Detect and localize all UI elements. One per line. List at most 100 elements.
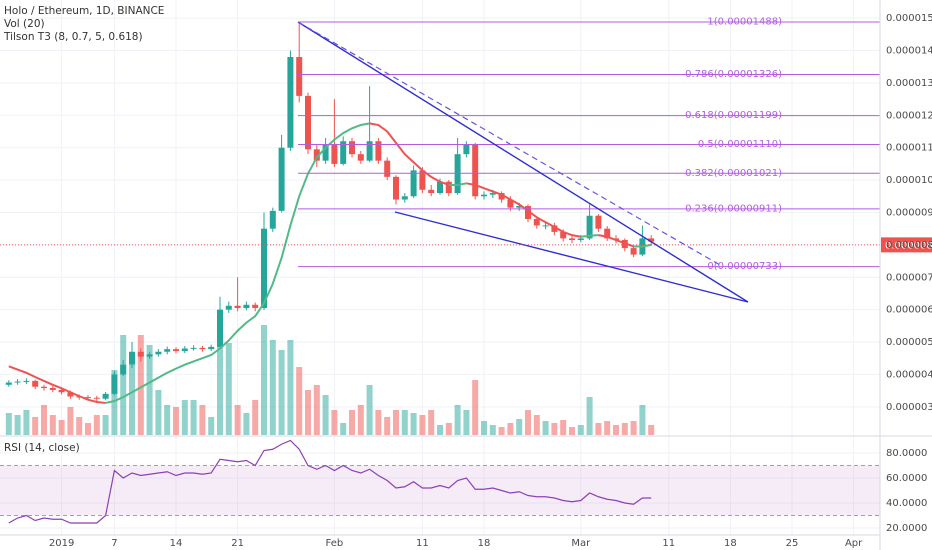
y-tick-label: 0.00000400	[886, 369, 932, 380]
volume-bar	[181, 400, 188, 435]
volume-bar	[551, 423, 558, 435]
candle-body	[366, 141, 373, 161]
x-tick-label: 14	[170, 538, 183, 549]
candle-body	[428, 189, 435, 194]
volume-bar	[489, 425, 496, 435]
volume-bar	[569, 427, 575, 435]
volume-bar	[463, 410, 470, 435]
candle-body	[481, 194, 487, 197]
volume-bar	[102, 415, 109, 435]
t3-label: Tilson T3 (8, 0.7, 5, 0.618)	[3, 31, 143, 43]
volume-bar	[269, 340, 276, 435]
volume-bar	[498, 427, 505, 435]
volume-bar	[533, 415, 540, 435]
volume-bar	[252, 400, 259, 435]
volume-bar	[401, 410, 408, 435]
candle-body	[630, 248, 637, 255]
volume-bar	[648, 425, 655, 435]
candle-body	[278, 147, 285, 211]
fib-label: 0.618(0.00001199)	[685, 110, 782, 121]
candle-body	[322, 144, 329, 161]
candle-body	[234, 305, 241, 309]
volume-bar	[234, 405, 241, 435]
candle-body	[401, 196, 408, 200]
fibonacci: 1(0.00001488) 0.786(0.00001326) 0.618(0.00…	[298, 17, 880, 272]
x-tick-label: 18	[724, 538, 737, 549]
x-tick-label: 2019	[49, 538, 74, 549]
volume-bar	[331, 410, 338, 435]
candle-body	[261, 228, 267, 309]
x-tick-label: 18	[478, 538, 491, 549]
volume-bar	[366, 385, 373, 435]
candle-body	[577, 238, 584, 241]
fib-label: 1(0.00001488)	[707, 17, 782, 28]
candle-body	[489, 193, 496, 195]
volume-bar	[393, 410, 399, 435]
candle-body	[498, 193, 505, 200]
candle-body	[111, 374, 118, 394]
y-tick-label: 0.00001500	[886, 13, 932, 24]
fib-label: 0(0.00000733)	[707, 261, 782, 272]
candle-body	[463, 144, 470, 155]
volume-bar	[296, 367, 303, 435]
y-tick-label: 0.00000800	[886, 240, 932, 251]
volume-bar	[375, 410, 382, 435]
rsi-pane	[0, 439, 880, 524]
volume-bar	[58, 420, 65, 435]
volume-bar	[23, 410, 30, 435]
rsi-line	[8, 439, 652, 524]
volume-bar	[190, 400, 197, 435]
t3-line	[369, 122, 450, 186]
volume-bar	[14, 415, 21, 435]
y-tick-label: 0.00000600	[886, 305, 932, 316]
fib-label: 0.236(0.00000911)	[685, 203, 782, 214]
candle-body	[340, 141, 347, 164]
volume-bar	[604, 421, 611, 435]
candle-body	[393, 176, 399, 200]
rsi-label: RSI (14, close)	[4, 442, 80, 454]
fib-label: 0.382(0.00001021)	[685, 168, 782, 179]
volume-bar	[357, 405, 364, 435]
candle-body	[181, 348, 188, 352]
candle-body	[67, 392, 74, 397]
candle-body	[331, 144, 338, 164]
candle-body	[349, 141, 355, 155]
candle-body	[243, 304, 250, 309]
rsi-tick-label: 40.0000	[886, 498, 927, 509]
x-tick-label: Apr	[845, 538, 863, 549]
wedge-drawing	[297, 21, 749, 303]
chart-title: Holo / Ethereum, 1D, BINANCE	[4, 5, 164, 17]
candle-body	[445, 181, 452, 194]
candle-body	[384, 160, 391, 177]
volume-bar	[137, 335, 144, 435]
y-tick-label: 0.00001300	[886, 78, 932, 89]
volume-bar	[560, 420, 567, 435]
candle-body	[595, 215, 602, 229]
volume-bar	[32, 417, 39, 435]
trend-line-dashed	[297, 21, 721, 266]
candle-body	[225, 305, 232, 310]
y-tick-label: 0.00001400	[886, 46, 932, 57]
last-price: 0.00000800	[0, 237, 932, 253]
x-tick-label: Mar	[571, 538, 591, 549]
candle-body	[32, 380, 39, 387]
y-tick-label: 0.00001100	[886, 143, 932, 154]
y-tick-label: 0.00000900	[886, 207, 932, 218]
volume-bar	[49, 415, 56, 435]
candle-body	[129, 351, 135, 365]
candle-body	[5, 382, 12, 385]
candle-body	[14, 381, 21, 383]
candle-body	[137, 351, 144, 357]
last-price-box	[881, 237, 932, 253]
candle-body	[357, 154, 364, 161]
candle-body	[437, 181, 443, 194]
t3-line	[8, 122, 652, 404]
volume-bar	[542, 421, 549, 435]
candle-body	[516, 206, 523, 208]
candle-body	[287, 57, 294, 148]
volume-bar	[630, 421, 637, 435]
rsi-tick-label: 80.0000	[886, 448, 927, 459]
x-tick-label: 11	[416, 538, 429, 549]
